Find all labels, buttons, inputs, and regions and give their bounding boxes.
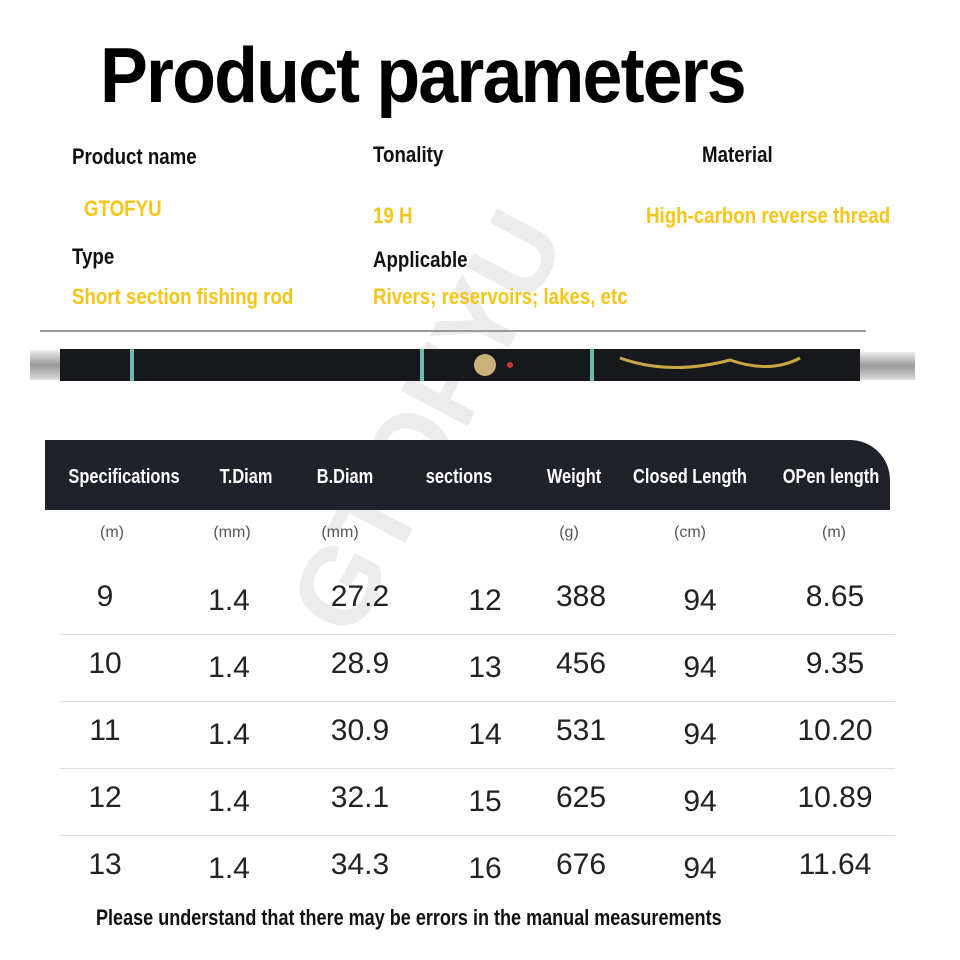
page-title: Product parameters — [100, 31, 747, 119]
table-cell: 1.4 — [208, 651, 250, 684]
table-cell: 1.4 — [208, 584, 250, 617]
table-cell: 9 — [96, 580, 114, 613]
param-value: GTOFYU — [84, 196, 162, 221]
table-cell: 12 — [88, 781, 122, 814]
param-value: Short section fishing rod — [72, 284, 294, 309]
column-unit: (m) — [100, 524, 124, 541]
param-value: High-carbon reverse thread — [646, 203, 891, 228]
column-header: OPen length — [782, 466, 880, 488]
param-value: 19 H — [373, 203, 413, 228]
table-cell: 94 — [683, 584, 717, 617]
column-header: Closed Length — [633, 466, 747, 488]
row-divider — [60, 835, 895, 836]
table-cell: 8.65 — [805, 580, 865, 613]
column-header: Specifications — [68, 466, 180, 488]
fishing-rod-image — [30, 349, 915, 381]
table-header — [45, 440, 890, 510]
table-cell: 1.4 — [208, 785, 250, 818]
param-label: Material — [702, 142, 773, 167]
param-label: Tonality — [373, 142, 444, 167]
column-unit: (m) — [822, 524, 846, 541]
table-cell: 16 — [468, 852, 502, 885]
table-cell: 10.89 — [797, 781, 873, 814]
table-cell: 34.3 — [330, 848, 390, 881]
divider — [40, 330, 866, 332]
column-header: B.Diam — [316, 466, 374, 488]
row-divider — [60, 701, 895, 702]
table-cell: 10.20 — [797, 714, 873, 747]
table-cell: 1.4 — [208, 852, 250, 885]
table-cell: 27.2 — [330, 580, 390, 613]
table-cell: 94 — [683, 651, 717, 684]
table-cell: 32.1 — [330, 781, 390, 814]
column-header: Weight — [546, 466, 602, 488]
table-cell: 15 — [468, 785, 502, 818]
table-cell: 9.35 — [805, 647, 865, 680]
table-cell: 1.4 — [208, 718, 250, 751]
table-cell: 11 — [89, 714, 121, 747]
param-label: Applicable — [373, 247, 468, 272]
table-cell: 11.64 — [798, 848, 872, 881]
table-cell: 94 — [683, 852, 717, 885]
param-label: Type — [72, 244, 115, 269]
table-cell: 13 — [88, 848, 122, 881]
column-unit: (g) — [559, 524, 579, 541]
param-value: Rivers; reservoirs; lakes, etc — [373, 284, 628, 309]
row-divider — [60, 768, 895, 769]
table-cell: 94 — [683, 785, 717, 818]
column-unit: (mm) — [213, 524, 251, 541]
table-cell: 94 — [683, 718, 717, 751]
table-cell: 531 — [555, 714, 607, 747]
table-cell: 676 — [555, 848, 607, 881]
table-cell: 13 — [468, 651, 502, 684]
table-cell: 388 — [555, 580, 607, 613]
table-cell: 28.9 — [330, 647, 390, 680]
row-divider — [60, 634, 895, 635]
disclaimer: Please understand that there may be erro… — [96, 905, 722, 930]
table-cell: 14 — [468, 718, 502, 751]
table-cell: 456 — [555, 647, 607, 680]
column-header: T.Diam — [219, 466, 273, 488]
column-unit: (mm) — [321, 524, 359, 541]
table-cell: 625 — [555, 781, 607, 814]
table-cell: 12 — [468, 584, 502, 617]
table-cell: 30.9 — [330, 714, 390, 747]
column-header: sections — [425, 466, 493, 488]
column-unit: (cm) — [674, 524, 706, 541]
param-label: Product name — [72, 144, 197, 169]
table-cell: 10 — [88, 647, 122, 680]
